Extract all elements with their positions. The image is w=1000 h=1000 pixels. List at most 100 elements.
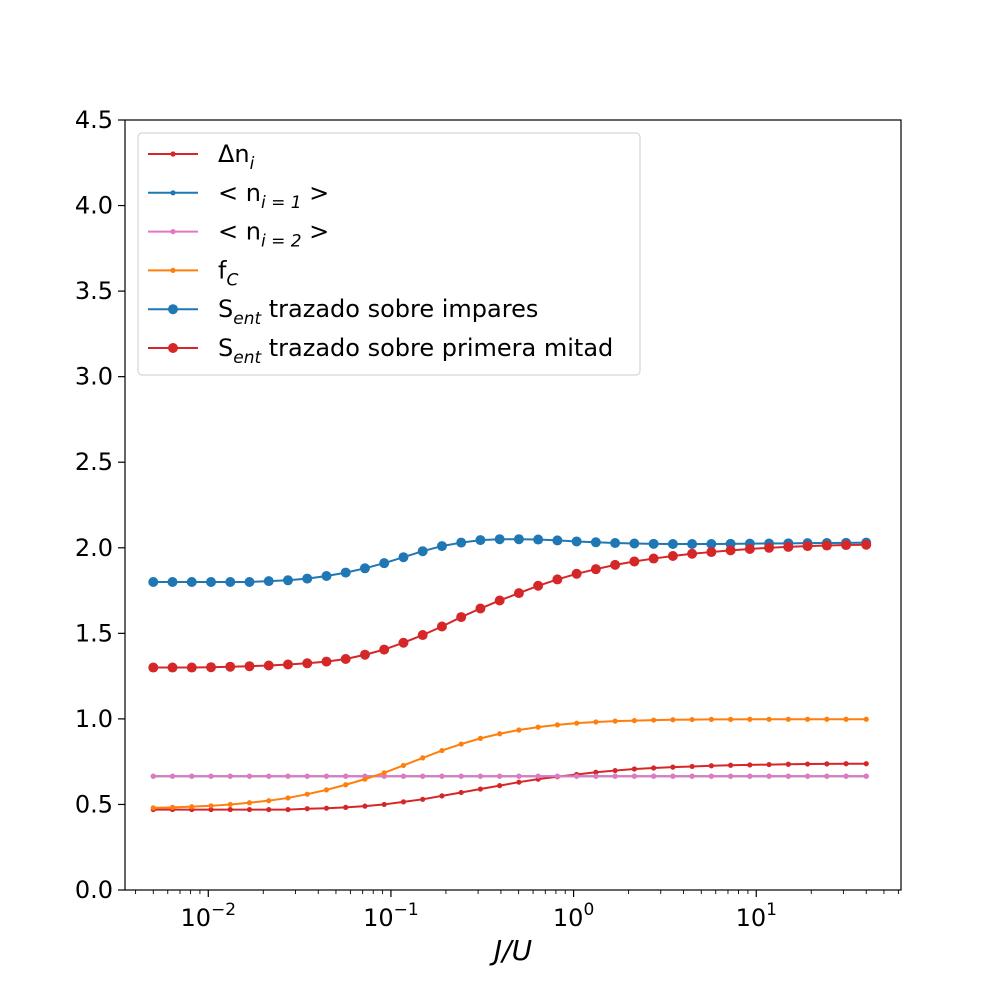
data-point: [266, 773, 272, 779]
data-point: [863, 773, 869, 779]
data-point: [863, 761, 869, 767]
data-point: [263, 660, 274, 671]
data-point: [282, 659, 293, 670]
x-tick-label: 101: [736, 900, 777, 932]
data-point: [687, 548, 698, 559]
series-line: [153, 718, 867, 809]
data-point: [631, 766, 637, 772]
data-point: [458, 741, 464, 747]
x-axis-label: J/U: [489, 934, 532, 967]
data-point: [227, 801, 233, 808]
data-point: [689, 716, 695, 723]
y-tick-label: 1.0: [75, 705, 113, 733]
y-tick-label: 2.5: [75, 448, 113, 476]
data-point: [766, 716, 772, 722]
data-point: [340, 567, 351, 578]
data-point: [150, 773, 156, 779]
data-point: [863, 716, 869, 722]
data-point: [379, 558, 390, 569]
data-point: [225, 577, 236, 587]
x-ticks: 10−2 10−1 100 101: [135, 890, 899, 932]
data-point: [648, 553, 659, 564]
data-point: [785, 716, 791, 722]
y-tick-label: 0.5: [75, 790, 113, 818]
data-point: [612, 773, 618, 779]
data-point: [747, 716, 753, 722]
data-point: [477, 786, 484, 792]
data-point: [266, 806, 272, 813]
data-point: [590, 564, 601, 575]
data-point: [552, 535, 563, 546]
data-point: [246, 800, 253, 806]
data-point: [670, 717, 676, 723]
data-point: [747, 762, 753, 768]
data-point: [225, 661, 236, 672]
data-point: [804, 773, 811, 779]
data-point: [744, 543, 755, 554]
data-point: [379, 644, 390, 655]
legend-item: Sent trazado sobre impares: [148, 295, 538, 329]
data-point: [497, 731, 503, 737]
data-point: [246, 773, 253, 779]
data-point: [400, 762, 407, 769]
x-tick-label: 10−1: [363, 900, 419, 932]
data-point: [475, 603, 486, 614]
data-point: [785, 773, 791, 779]
data-point: [824, 773, 830, 779]
data-point: [417, 630, 428, 641]
series-layer: [148, 534, 872, 813]
data-point: [764, 542, 775, 553]
data-point: [804, 716, 811, 722]
data-point: [456, 612, 467, 623]
data-point: [343, 782, 349, 788]
data-point: [497, 773, 503, 779]
legend-item: fC: [148, 256, 238, 290]
data-point: [439, 747, 445, 754]
y-tick-label: 2.0: [75, 534, 113, 562]
x-tick-label: 100: [553, 900, 594, 932]
data-point: [189, 773, 195, 779]
data-point: [227, 806, 233, 813]
y-tick-label: 0.0: [75, 876, 113, 904]
series-5: [148, 539, 872, 673]
data-point: [244, 577, 255, 587]
data-point: [340, 654, 351, 664]
data-point: [398, 637, 409, 648]
data-point: [206, 662, 217, 673]
data-point: [359, 563, 370, 574]
data-point: [571, 536, 582, 547]
data-point: [728, 762, 734, 768]
data-point: [535, 724, 541, 730]
data-point: [439, 773, 445, 779]
y-tick-label: 4.0: [75, 192, 113, 220]
data-point: [475, 535, 486, 546]
plot-frame: [124, 119, 902, 891]
data-point: [593, 773, 599, 779]
data-point: [304, 791, 310, 797]
data-point: [323, 805, 330, 811]
data-point: [381, 801, 387, 808]
legend-marker: [170, 267, 176, 273]
data-point: [244, 661, 255, 672]
data-point: [263, 576, 274, 587]
data-point: [667, 550, 678, 561]
data-point: [420, 796, 426, 802]
series-3: [150, 716, 869, 811]
legend-item: Δni: [148, 140, 255, 174]
data-point: [843, 716, 849, 722]
legend-label: Δni: [218, 140, 255, 174]
data-point: [766, 773, 772, 779]
legend-label: fC: [218, 256, 238, 290]
data-point: [706, 547, 717, 558]
data-point: [266, 798, 272, 804]
data-point: [593, 719, 599, 725]
legend: Δni < ni = 1 > < ni = 2 > fC Sent trazado so…: [137, 132, 641, 376]
data-point: [689, 773, 695, 779]
data-point: [400, 773, 407, 779]
data-point: [766, 761, 772, 768]
data-point: [458, 773, 464, 779]
data-point: [227, 773, 233, 779]
data-point: [302, 573, 313, 584]
data-point: [167, 577, 178, 587]
